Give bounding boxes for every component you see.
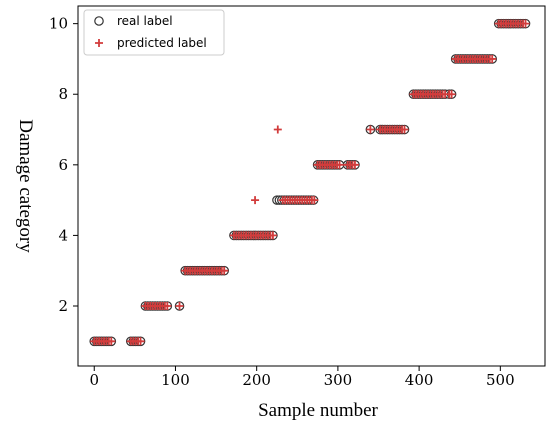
predicted-label-point: [136, 337, 145, 346]
predicted-label-point: [175, 302, 184, 310]
legend-real-marker: [94, 16, 104, 26]
predicted-label-point: [268, 231, 277, 240]
x-tick-label: 400: [405, 371, 434, 389]
predicted-label-point: [310, 196, 319, 205]
legend-box: [83, 9, 225, 56]
y-tick-label: 2: [58, 297, 68, 315]
x-tick-label: 0: [89, 371, 99, 389]
predicted-label-point: [220, 266, 229, 275]
x-tick-label: 200: [242, 371, 271, 389]
predicted-label-point: [350, 160, 359, 169]
predicted-label-point: [400, 125, 409, 134]
predicted-label-point: [521, 19, 530, 28]
predicted-label-point: [251, 196, 260, 205]
predicted-label-point: [335, 160, 344, 169]
x-axis-title: Sample number: [258, 400, 378, 421]
legend-predicted-label: predicted label: [117, 36, 207, 50]
x-tick-label: 500: [486, 371, 515, 389]
y-tick-label: 10: [49, 15, 68, 33]
legend-predicted-marker: [95, 39, 103, 47]
predicted-label-point: [107, 337, 116, 346]
legend: real label predicted label: [83, 9, 225, 56]
y-tick-label: 6: [58, 156, 68, 174]
predicted-label-point: [447, 90, 456, 99]
x-tick-label: 100: [161, 371, 190, 389]
predicted-label-point: [366, 125, 375, 134]
predicted-label-point: [163, 302, 172, 310]
y-tick-label: 4: [58, 226, 68, 244]
y-axis-title: Damage category: [15, 119, 36, 253]
predicted-label-point: [488, 54, 497, 63]
y-tick-label: 8: [58, 85, 68, 103]
legend-real-label: real label: [117, 14, 173, 28]
x-tick-label: 300: [324, 371, 353, 389]
predicted-label-point: [273, 125, 282, 134]
